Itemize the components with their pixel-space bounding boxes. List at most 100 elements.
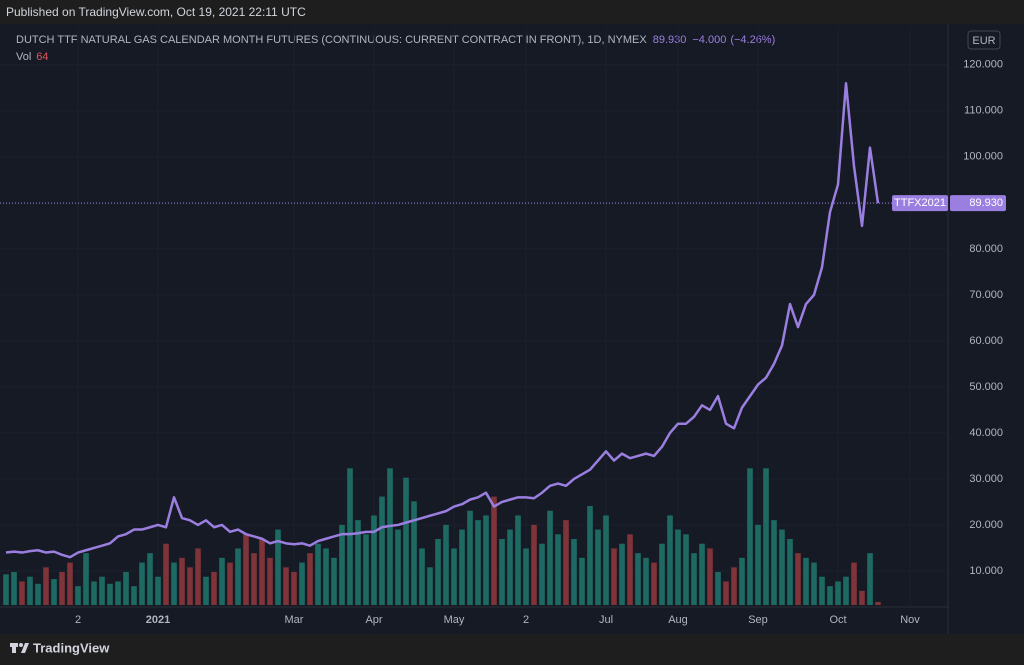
- volume-bar: [227, 562, 233, 605]
- volume-bar: [75, 586, 81, 605]
- brand: TradingView: [33, 640, 110, 655]
- volume-bar: [83, 553, 89, 605]
- volume-bar: [355, 520, 361, 605]
- volume-bar: [171, 562, 177, 605]
- volume-bar: [851, 562, 857, 605]
- volume-bar: [795, 553, 801, 605]
- volume-bar: [187, 567, 193, 605]
- volume-bar: [379, 496, 385, 605]
- volume-bar: [275, 529, 281, 605]
- logo: [10, 643, 29, 653]
- x-tick-label: May: [444, 614, 465, 626]
- volume-bar: [123, 572, 129, 605]
- volume-bar: [611, 548, 617, 605]
- volume-bar: [819, 576, 825, 605]
- volume-bar: [595, 529, 601, 605]
- volume-bar: [531, 524, 537, 605]
- currency[interactable]: EUR: [972, 35, 995, 47]
- volume-bar: [747, 468, 753, 605]
- volume-bar: [859, 590, 865, 605]
- volume-bar: [203, 576, 209, 605]
- volume-bar: [107, 583, 113, 605]
- price-line: [5, 81, 880, 559]
- volume-legend: Vol 64: [16, 51, 49, 63]
- x-tick-label: 2: [75, 614, 81, 626]
- vol-value: 64: [36, 51, 48, 63]
- y-tick-label: 10.000: [969, 565, 1003, 577]
- volume-bar: [99, 576, 105, 605]
- volume-bar: [843, 576, 849, 605]
- volume-bar: [243, 534, 249, 605]
- volume-bar: [35, 583, 41, 605]
- symbol-tag: TTFX2021: [894, 197, 946, 209]
- volume-bar: [555, 534, 561, 605]
- volume-bar: [475, 520, 481, 605]
- y-tick-label: 100.000: [963, 151, 1003, 163]
- price-tag: 89.930: [969, 197, 1003, 209]
- x-tick-label: Oct: [829, 614, 846, 626]
- volume-bar: [387, 468, 393, 605]
- volume-bar: [27, 576, 33, 605]
- x-tick-label: Jul: [599, 614, 613, 626]
- change-pct: (−4.26%): [730, 34, 775, 46]
- volume-bar: [195, 548, 201, 605]
- volume-bar: [219, 557, 225, 605]
- currency-button[interactable]: [967, 30, 1001, 50]
- volume-bar: [459, 529, 465, 605]
- published: Published on TradingView.com, Oct 19, 20…: [6, 5, 306, 19]
- x-tick-label: Nov: [900, 614, 920, 626]
- volume-bar: [579, 557, 585, 605]
- volume-bar: [875, 601, 881, 605]
- y-tick-label: 120.000: [963, 59, 1003, 71]
- volume-bar: [115, 581, 121, 605]
- volume-bar: [867, 553, 873, 605]
- x-tick-label: Apr: [365, 614, 382, 626]
- volume-bar: [11, 572, 17, 605]
- volume-bar: [571, 539, 577, 605]
- y-tick-label: 30.000: [969, 473, 1003, 485]
- volume-bar: [779, 529, 785, 605]
- volume-bar: [651, 562, 657, 605]
- volume-bar: [499, 539, 505, 605]
- volume-bar: [659, 543, 665, 605]
- x-tick-label: Mar: [285, 614, 304, 626]
- volume-bar: [363, 534, 369, 605]
- vol-label: Vol: [16, 51, 31, 63]
- x-tick-label: Aug: [668, 614, 688, 626]
- y-tick-label: 40.000: [969, 427, 1003, 439]
- volume-bar: [683, 534, 689, 605]
- volume-bar: [51, 579, 57, 605]
- volume-bar: [715, 572, 721, 605]
- volume-bar: [307, 553, 313, 605]
- volume-bar: [19, 581, 25, 605]
- volume-bar: [395, 529, 401, 605]
- volume-bar: [403, 477, 409, 605]
- volume-bar: [739, 557, 745, 605]
- volume-bar: [803, 557, 809, 605]
- volume-bar: [627, 534, 633, 605]
- volume-bar: [731, 567, 737, 605]
- volume-bar: [155, 576, 161, 605]
- volume-bar: [771, 520, 777, 605]
- volume-bar: [131, 586, 137, 605]
- volume-bar: [347, 468, 353, 605]
- volume-bar: [419, 548, 425, 605]
- change: −4.000: [692, 34, 726, 46]
- volume-bar: [91, 581, 97, 605]
- volume-bar: [763, 468, 769, 605]
- volume-bar: [563, 520, 569, 605]
- volume-bar: [547, 510, 553, 605]
- last-price: 89.930: [653, 34, 687, 46]
- volume-bar: [467, 510, 473, 605]
- volume-bar: [139, 562, 145, 605]
- y-tick-label: 50.000: [969, 381, 1003, 393]
- symbol-tag-bg: [892, 195, 948, 212]
- volume-bar: [443, 524, 449, 605]
- volume-bar: [507, 529, 513, 605]
- volume-bar: [707, 548, 713, 605]
- price-tag-bg: [950, 195, 1006, 212]
- volume-bar: [619, 543, 625, 605]
- y-tick-label: 20.000: [969, 519, 1003, 531]
- x-tick-label: 2021: [146, 614, 170, 626]
